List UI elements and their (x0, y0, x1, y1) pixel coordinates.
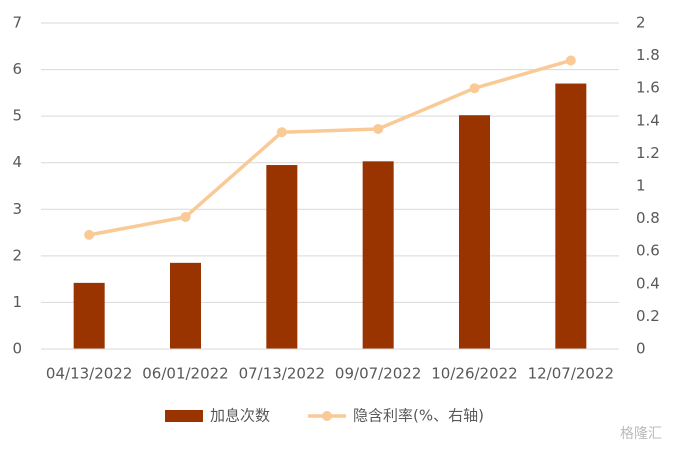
y2-tick-label: 2 (636, 14, 646, 32)
watermark: 格隆汇 (620, 426, 662, 442)
y2-tick-label: 1.4 (636, 111, 660, 129)
y2-tick-label: 0.4 (636, 274, 660, 292)
y2-tick-label: 1 (636, 177, 646, 195)
y-tick-label: 4 (12, 153, 22, 171)
bar (362, 161, 394, 349)
line-marker (373, 123, 384, 134)
y2-tick-label: 0.6 (636, 242, 660, 260)
legend-label: 隐含利率(%、右轴) (353, 407, 484, 425)
y-tick-label: 3 (12, 200, 22, 218)
x-tick-label: 06/01/2022 (142, 365, 228, 383)
line-marker (276, 127, 287, 138)
y-tick-label: 7 (12, 14, 22, 32)
x-tick-label: 10/26/2022 (431, 365, 517, 383)
x-tick-label: 09/07/2022 (335, 365, 421, 383)
y2-tick-label: 1.8 (636, 46, 660, 64)
line (88, 58, 572, 237)
legend-label: 加息次数 (210, 407, 270, 425)
legend-swatch (165, 410, 203, 422)
bar (73, 282, 105, 349)
bar (266, 165, 298, 349)
line-marker (469, 83, 480, 94)
bar (459, 115, 490, 349)
x-tick-label: 04/13/2022 (46, 365, 132, 383)
x-tick-label: 12/07/2022 (528, 365, 614, 383)
y-tick-label: 1 (12, 293, 22, 311)
line-marker (180, 211, 191, 222)
bar (170, 262, 201, 349)
y2-tick-label: 0.2 (636, 307, 660, 325)
legend-marker (322, 411, 333, 421)
y-tick-label: 2 (12, 246, 22, 264)
line-marker (565, 55, 576, 66)
x-tick-label: 07/13/2022 (239, 365, 325, 383)
y2-tick-label: 0.8 (636, 209, 660, 227)
y-tick-label: 0 (12, 340, 22, 358)
y-tick-label: 6 (12, 60, 22, 78)
y2-tick-label: 0 (636, 340, 646, 358)
y-tick-label: 5 (12, 107, 22, 125)
line-marker (84, 229, 95, 240)
bar (555, 83, 587, 350)
y2-tick-label: 1.6 (636, 79, 660, 97)
y2-tick-label: 1.2 (636, 144, 660, 162)
